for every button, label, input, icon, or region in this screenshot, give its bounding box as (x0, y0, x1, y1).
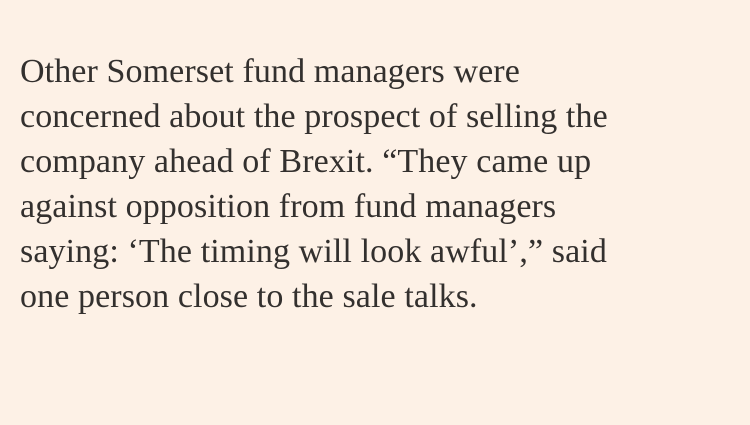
paragraph-line: one person close to the sale talks. (20, 278, 478, 315)
paragraph-line: Other Somerset fund managers were (20, 53, 520, 90)
article-paragraph: Other Somerset fund managers were concer… (20, 49, 740, 319)
paragraph-line: saying: ‘The timing will look awful’,” s… (20, 233, 607, 270)
paragraph-line: against opposition from fund managers (20, 188, 557, 225)
paragraph-line: concerned about the prospect of selling … (20, 98, 608, 135)
paragraph-line: company ahead of Brexit. “They came up (20, 143, 592, 180)
